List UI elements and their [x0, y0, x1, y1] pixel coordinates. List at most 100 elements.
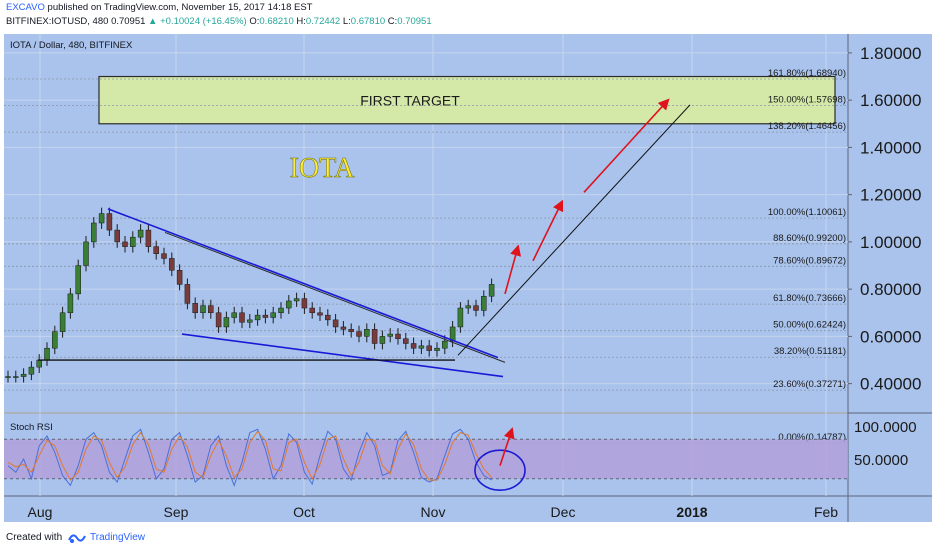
change-text: +0.10024 (+16.45%) — [160, 16, 247, 27]
fib-level-label: 150.00%(1.57698) — [768, 95, 846, 106]
candle-body — [91, 222, 97, 243]
low-label: L: — [342, 16, 351, 27]
candle-body — [106, 213, 113, 231]
symbol-line: BITFINEX:IOTUSD, 480 0.70951 ▲ +0.10024 … — [6, 16, 432, 27]
symbol-text: BITFINEX:IOTUSD, 480 — [6, 16, 109, 27]
rsi-y-tick-label: 50.0000 — [854, 452, 908, 469]
candle-body — [473, 305, 479, 311]
candle-body — [192, 303, 198, 314]
last-price: 0.70951 — [111, 16, 146, 27]
candle-body — [239, 312, 245, 323]
candle-body — [387, 333, 393, 337]
candle-body — [145, 229, 152, 247]
candle-body — [418, 345, 425, 349]
tradingview-logo-icon — [68, 530, 86, 547]
y-tick-label: 0.80000 — [860, 280, 921, 299]
open-value: 0.68210 — [259, 16, 294, 27]
candle-body — [36, 359, 42, 368]
candle-body — [83, 241, 89, 266]
candle-body — [301, 298, 308, 309]
candle-body — [379, 336, 386, 344]
candle-body — [426, 345, 432, 351]
first-target-label: FIRST TARGET — [360, 93, 460, 109]
x-tick-label: 2018 — [676, 504, 707, 520]
candle-body — [114, 229, 120, 243]
fib-level-label: 50.00%(0.62424) — [773, 320, 846, 331]
candle-body — [122, 241, 128, 247]
candle-body — [442, 340, 448, 349]
wedge-lower-line — [181, 333, 504, 378]
candle-body — [215, 312, 222, 328]
candle-body — [44, 347, 50, 361]
candle-body — [348, 329, 354, 332]
candle-body — [340, 326, 347, 330]
candle-body — [184, 284, 191, 304]
candle-body — [67, 293, 74, 314]
candle-body — [457, 307, 464, 328]
candle-body — [309, 307, 315, 314]
candle-body — [403, 338, 409, 344]
candle-body — [28, 366, 35, 375]
rsi-y-tick-label: 100.0000 — [854, 419, 917, 436]
candle-body — [262, 314, 269, 318]
candle-body — [130, 236, 136, 247]
tradingview-brand[interactable]: TradingView — [90, 532, 146, 543]
candle-body — [481, 295, 487, 311]
candle-body — [434, 347, 440, 351]
y-tick-label: 1.60000 — [860, 91, 921, 110]
candle-body — [13, 376, 19, 378]
published-text: published on TradingView.com, November 1… — [47, 2, 313, 13]
candle-body — [20, 373, 27, 377]
candle-body — [465, 305, 471, 309]
candle-body — [208, 305, 214, 314]
fib-level-label: 161.80%(1.68940) — [768, 68, 846, 79]
rsi-band — [4, 439, 848, 479]
candle-body — [137, 229, 144, 238]
y-tick-label: 1.00000 — [860, 233, 921, 252]
candle-body — [247, 319, 253, 323]
candle-body — [254, 314, 261, 321]
x-tick-label: Oct — [293, 504, 315, 520]
fib-level-label: 100.00%(1.10061) — [768, 207, 846, 218]
inner-trend-line — [164, 231, 506, 363]
close-value: 0.70951 — [397, 16, 432, 27]
up-arrow-icon: ▲ — [148, 16, 158, 27]
rsi-k-line — [7, 428, 492, 487]
candle-body — [52, 331, 58, 349]
fib-level-label: 61.80%(0.73666) — [773, 293, 846, 304]
x-tick-label: Sep — [164, 504, 189, 520]
candle-body — [200, 305, 206, 314]
candle-body — [317, 312, 323, 316]
candle-body — [98, 213, 105, 224]
high-label: H: — [296, 16, 306, 27]
author-link[interactable]: EXCAVO — [6, 2, 45, 13]
wedge-upper-line — [107, 208, 499, 359]
candle-body — [488, 284, 495, 297]
x-tick-label: Dec — [551, 504, 576, 520]
candle-body — [169, 258, 175, 271]
fib-level-label: 23.60%(0.37271) — [773, 379, 846, 390]
y-tick-label: 1.40000 — [860, 138, 921, 157]
rsi-circle-highlight — [474, 449, 526, 492]
candle-body — [176, 270, 183, 285]
candle-body — [223, 317, 230, 328]
candle-body — [395, 333, 401, 340]
candle-body — [153, 246, 159, 254]
iota-label: IOTA — [290, 153, 355, 184]
first-target-box — [98, 75, 836, 125]
fib-level-label: 0.00%(0.14787) — [778, 432, 846, 443]
y-tick-label: 0.60000 — [860, 327, 921, 346]
publish-line: EXCAVO published on TradingView.com, Nov… — [6, 2, 312, 13]
candle-body — [231, 312, 237, 318]
close-label: C: — [387, 16, 398, 27]
target-arrow — [583, 98, 670, 193]
rsi-d-line — [7, 430, 492, 481]
open-label: O: — [249, 16, 260, 27]
y-tick-label: 1.80000 — [860, 44, 921, 63]
fib-level-label: 88.60%(0.99200) — [773, 233, 846, 244]
candle-body — [364, 329, 370, 337]
candle-body — [286, 300, 292, 309]
fib-level-label: 78.60%(0.89672) — [773, 255, 846, 266]
